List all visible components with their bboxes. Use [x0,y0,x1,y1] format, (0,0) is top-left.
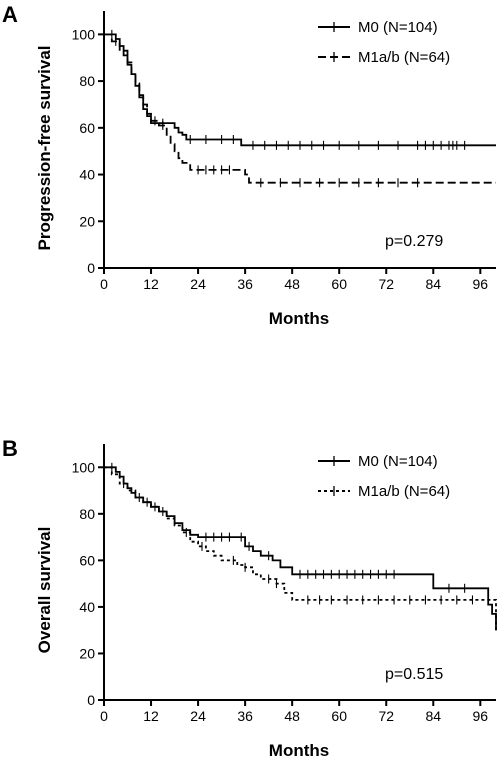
y-tick-label-b-100: 100 [72,459,96,475]
x-tick-label-a-48: 48 [284,276,300,292]
p-value-a: p=0.279 [385,233,443,250]
legend-label-b-m0: M0 (N=104) [358,453,438,470]
x-tick-label-a-0: 0 [100,276,108,292]
x-tick-label-b-12: 12 [143,708,159,724]
y-tick-label-a-80: 80 [79,73,95,89]
series-line-a-1 [104,33,496,184]
y-axis-title-a: Progression-free survival [35,45,54,250]
legend-label-a-m0: M0 (N=104) [358,19,438,36]
x-tick-label-b-96: 96 [473,708,489,724]
y-tick-label-b-20: 20 [79,645,95,661]
x-tick-label-b-72: 72 [378,708,394,724]
x-tick-label-a-12: 12 [143,276,159,292]
x-tick-label-a-96: 96 [473,276,489,292]
ticks-b: 0 20 40 60 80 100 0 12 24 36 48 60 72 84 96 [72,459,489,724]
y-tick-label-a-100: 100 [72,26,96,42]
panel-a: 0 20 40 60 80 100 0 12 24 36 48 60 72 84 96 A Months P… [2,2,496,328]
y-axis-title-b: Overall survival [35,527,54,654]
x-tick-label-b-60: 60 [331,708,347,724]
axes-b [103,444,496,701]
y-tick-label-b-60: 60 [79,552,95,568]
panel-letter-b: B [2,436,18,461]
y-tick-label-b-80: 80 [79,506,95,522]
x-tick-label-a-84: 84 [425,276,441,292]
legend-label-a-m1: M1a/b (N=64) [358,49,450,66]
x-tick-label-a-72: 72 [378,276,394,292]
p-value-b: p=0.515 [385,666,443,683]
x-tick-label-a-60: 60 [331,276,347,292]
legend-a: M0 (N=104) M1a/b (N=64) [318,19,450,66]
y-tick-label-b-40: 40 [79,599,95,615]
x-tick-label-b-84: 84 [425,708,441,724]
x-tick-label-b-0: 0 [100,708,108,724]
series-line-b-1 [104,466,497,631]
y-tick-label-b-0: 0 [87,692,95,708]
axes-a [103,11,496,269]
series-layer-a [104,29,496,188]
panel-letter-a: A [2,2,18,27]
x-tick-label-b-36: 36 [237,708,253,724]
x-tick-label-a-36: 36 [237,276,253,292]
x-axis-title-a: Months [269,309,329,328]
y-tick-label-a-60: 60 [79,120,95,136]
x-tick-label-a-24: 24 [190,276,206,292]
x-tick-label-b-24: 24 [190,708,206,724]
ticks-a: 0 20 40 60 80 100 0 12 24 36 48 60 72 84 96 [72,26,489,292]
x-axis-title-b: Months [269,741,329,760]
series-layer-b [104,462,497,631]
panel-b: 0 20 40 60 80 100 0 12 24 36 48 60 72 84 96 B Months O… [2,436,497,760]
y-tick-label-a-20: 20 [79,213,95,229]
y-tick-label-a-40: 40 [79,167,95,183]
legend-label-b-m1: M1a/b (N=64) [358,483,450,500]
x-tick-label-b-48: 48 [284,708,300,724]
legend-b: M0 (N=104) M1a/b (N=64) [318,453,450,500]
y-tick-label-a-0: 0 [87,260,95,276]
